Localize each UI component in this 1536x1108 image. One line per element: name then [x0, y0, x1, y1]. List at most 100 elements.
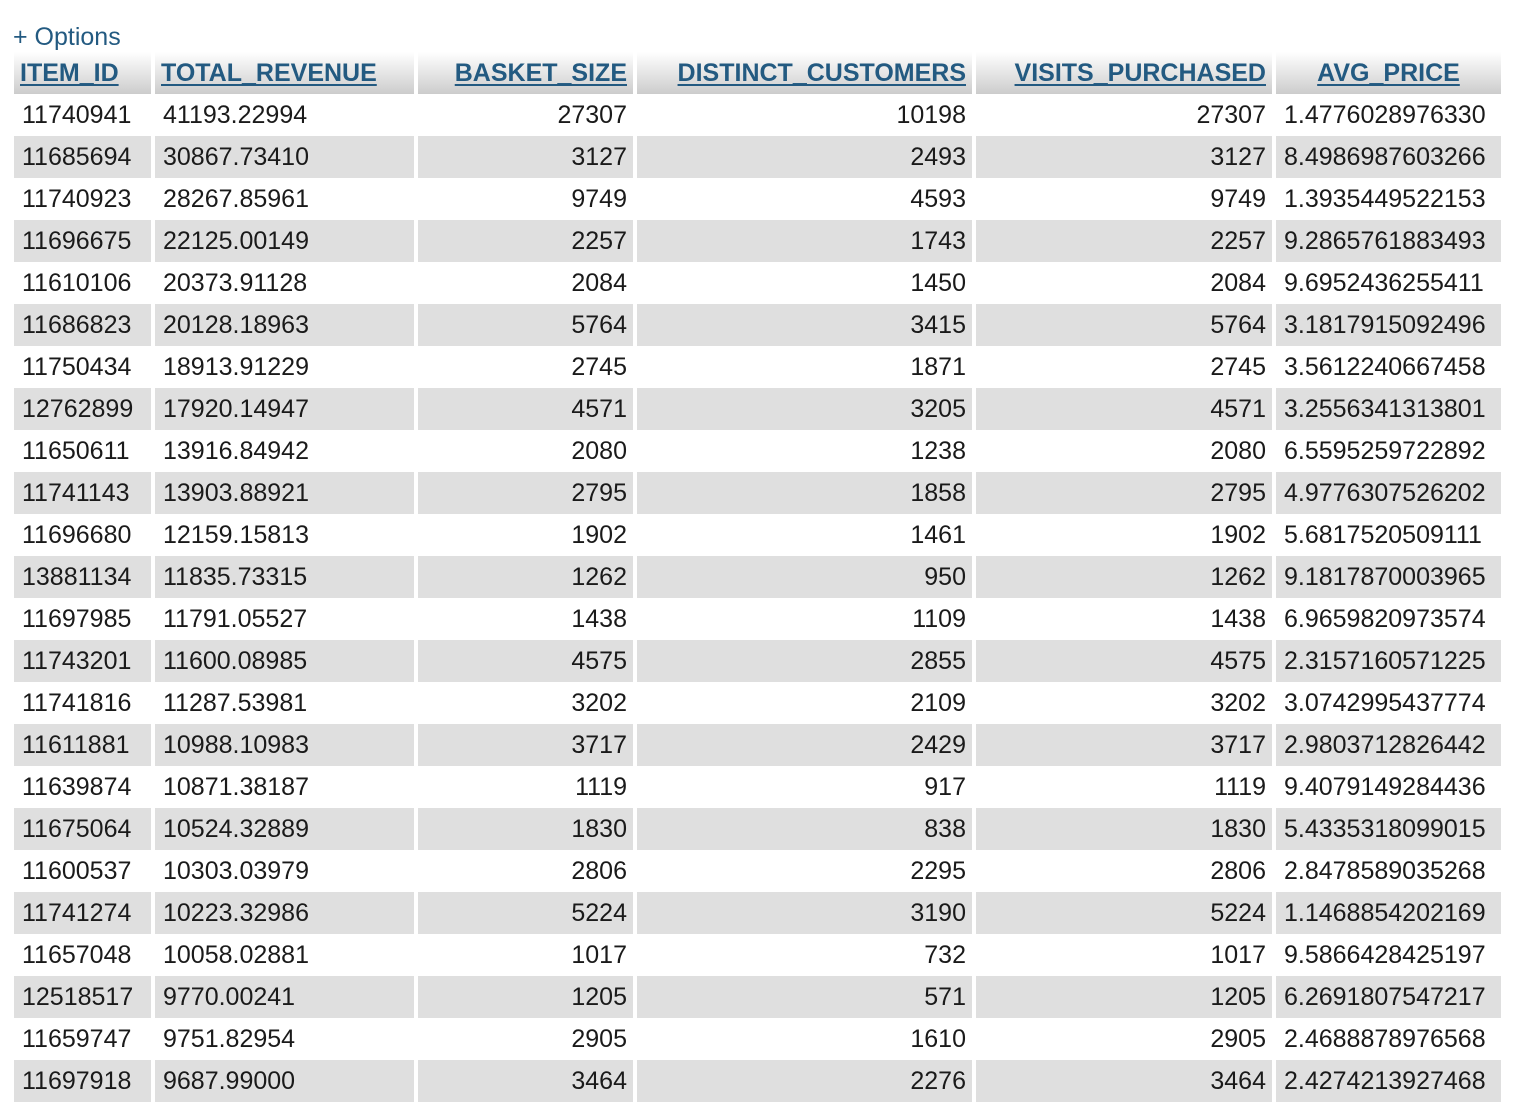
cell-distinct-customers: 1238	[637, 430, 972, 472]
table-row[interactable]: 11650611 13916.84942 2080 1238 2080 6.5595259…	[14, 430, 1501, 472]
cell-item-id: 11750434	[14, 346, 151, 388]
table-row[interactable]: 11675064 10524.32889 1830 838 1830 5.43353180…	[14, 808, 1501, 850]
cell-avg-price: 9.5866428425197	[1276, 934, 1501, 976]
cell-distinct-customers: 3415	[637, 304, 972, 346]
cell-distinct-customers: 838	[637, 808, 972, 850]
table-row[interactable]: 11639874 10871.38187 1119 917 1119 9.40791492…	[14, 766, 1501, 808]
cell-avg-price: 3.5612240667458	[1276, 346, 1501, 388]
cell-item-id: 11743201	[14, 640, 151, 682]
cell-item-id: 11740923	[14, 178, 151, 220]
cell-basket-size: 1017	[418, 934, 633, 976]
cell-distinct-customers: 571	[637, 976, 972, 1018]
cell-basket-size: 2080	[418, 430, 633, 472]
cell-item-id: 11639874	[14, 766, 151, 808]
cell-basket-size: 3464	[418, 1060, 633, 1102]
table-row[interactable]: 11697985 11791.05527 1438 1109 1438 6.9659820…	[14, 598, 1501, 640]
cell-total-revenue: 10524.32889	[155, 808, 414, 850]
cell-item-id: 12518517	[14, 976, 151, 1018]
table-row[interactable]: 11659747 9751.82954 2905 1610 2905 2.46888789…	[14, 1018, 1501, 1060]
cell-item-id: 11697985	[14, 598, 151, 640]
table-row[interactable]: 11685694 30867.73410 3127 2493 3127 8.4986987…	[14, 136, 1501, 178]
cell-visits-purchased: 1438	[976, 598, 1272, 640]
cell-distinct-customers: 1610	[637, 1018, 972, 1060]
column-header-distinct-customers[interactable]: DISTINCT_CUSTOMERS	[637, 52, 972, 94]
table-row[interactable]: 11696675 22125.00149 2257 1743 2257 9.2865761…	[14, 220, 1501, 262]
cell-basket-size: 1438	[418, 598, 633, 640]
cell-basket-size: 3127	[418, 136, 633, 178]
cell-visits-purchased: 4571	[976, 388, 1272, 430]
table-row[interactable]: 11741274 10223.32986 5224 3190 5224 1.1468854…	[14, 892, 1501, 934]
column-header-visits-purchased[interactable]: VISITS_PURCHASED	[976, 52, 1272, 94]
cell-total-revenue: 10058.02881	[155, 934, 414, 976]
cell-visits-purchased: 2905	[976, 1018, 1272, 1060]
table-row[interactable]: 11657048 10058.02881 1017 732 1017 9.58664284…	[14, 934, 1501, 976]
cell-avg-price: 3.0742995437774	[1276, 682, 1501, 724]
cell-visits-purchased: 2257	[976, 220, 1272, 262]
table-row[interactable]: 11741143 13903.88921 2795 1858 2795 4.9776307…	[14, 472, 1501, 514]
options-toggle-link[interactable]: + Options	[13, 23, 121, 51]
cell-total-revenue: 20373.91128	[155, 262, 414, 304]
cell-avg-price: 5.4335318099015	[1276, 808, 1501, 850]
table-row[interactable]: 12518517 9770.00241 1205 571 1205 6.269180754…	[14, 976, 1501, 1018]
cell-item-id: 11650611	[14, 430, 151, 472]
cell-visits-purchased: 27307	[976, 94, 1272, 136]
cell-avg-price: 9.1817870003965	[1276, 556, 1501, 598]
table-row[interactable]: 11750434 18913.91229 2745 1871 2745 3.5612240…	[14, 346, 1501, 388]
cell-item-id: 11697918	[14, 1060, 151, 1102]
cell-item-id: 11696675	[14, 220, 151, 262]
cell-avg-price: 2.4688878976568	[1276, 1018, 1501, 1060]
cell-total-revenue: 9687.99000	[155, 1060, 414, 1102]
cell-item-id: 11741143	[14, 472, 151, 514]
cell-total-revenue: 10988.10983	[155, 724, 414, 766]
table-row[interactable]: 11600537 10303.03979 2806 2295 2806 2.8478589…	[14, 850, 1501, 892]
cell-distinct-customers: 2429	[637, 724, 972, 766]
cell-basket-size: 2905	[418, 1018, 633, 1060]
cell-item-id: 11741816	[14, 682, 151, 724]
cell-item-id: 11675064	[14, 808, 151, 850]
column-header-label: DISTINCT_CUSTOMERS	[677, 58, 966, 87]
cell-distinct-customers: 2493	[637, 136, 972, 178]
cell-visits-purchased: 3717	[976, 724, 1272, 766]
column-header-avg-price[interactable]: AVG_PRICE	[1276, 52, 1501, 94]
cell-avg-price: 3.1817915092496	[1276, 304, 1501, 346]
cell-total-revenue: 20128.18963	[155, 304, 414, 346]
cell-basket-size: 1830	[418, 808, 633, 850]
cell-visits-purchased: 9749	[976, 178, 1272, 220]
column-header-total-revenue[interactable]: TOTAL_REVENUE	[155, 52, 414, 94]
column-header-label: TOTAL_REVENUE	[161, 58, 377, 87]
cell-total-revenue: 17920.14947	[155, 388, 414, 430]
table-row[interactable]: 11743201 11600.08985 4575 2855 4575 2.3157160…	[14, 640, 1501, 682]
column-header-basket-size[interactable]: BASKET_SIZE	[418, 52, 633, 94]
table-row[interactable]: 11686823 20128.18963 5764 3415 5764 3.1817915…	[14, 304, 1501, 346]
table-row[interactable]: 11740923 28267.85961 9749 4593 9749 1.3935449…	[14, 178, 1501, 220]
cell-basket-size: 1119	[418, 766, 633, 808]
cell-visits-purchased: 1262	[976, 556, 1272, 598]
column-header-item-id[interactable]: ITEM_ID	[14, 52, 151, 94]
cell-basket-size: 5764	[418, 304, 633, 346]
cell-item-id: 11659747	[14, 1018, 151, 1060]
table-row[interactable]: 11741816 11287.53981 3202 2109 3202 3.0742995…	[14, 682, 1501, 724]
cell-visits-purchased: 3464	[976, 1060, 1272, 1102]
table-row[interactable]: 11696680 12159.15813 1902 1461 1902 5.6817520…	[14, 514, 1501, 556]
cell-total-revenue: 10303.03979	[155, 850, 414, 892]
cell-total-revenue: 11791.05527	[155, 598, 414, 640]
cell-visits-purchased: 1830	[976, 808, 1272, 850]
cell-total-revenue: 12159.15813	[155, 514, 414, 556]
cell-total-revenue: 13916.84942	[155, 430, 414, 472]
cell-visits-purchased: 5764	[976, 304, 1272, 346]
table-row[interactable]: 11610106 20373.91128 2084 1450 2084 9.6952436…	[14, 262, 1501, 304]
cell-avg-price: 1.4776028976330	[1276, 94, 1501, 136]
cell-avg-price: 2.9803712826442	[1276, 724, 1501, 766]
table-row[interactable]: 13881134 11835.73315 1262 950 1262 9.18178700…	[14, 556, 1501, 598]
cell-distinct-customers: 1450	[637, 262, 972, 304]
cell-visits-purchased: 3202	[976, 682, 1272, 724]
cell-distinct-customers: 10198	[637, 94, 972, 136]
cell-distinct-customers: 1858	[637, 472, 972, 514]
cell-distinct-customers: 2295	[637, 850, 972, 892]
table-row[interactable]: 11740941 41193.22994 27307 10198 27307 1.4776…	[14, 94, 1501, 136]
table-row[interactable]: 12762899 17920.14947 4571 3205 4571 3.2556341…	[14, 388, 1501, 430]
cell-avg-price: 4.9776307526202	[1276, 472, 1501, 514]
cell-distinct-customers: 950	[637, 556, 972, 598]
table-row[interactable]: 11697918 9687.99000 3464 2276 3464 2.42742139…	[14, 1060, 1501, 1102]
table-row[interactable]: 11611881 10988.10983 3717 2429 3717 2.9803712…	[14, 724, 1501, 766]
